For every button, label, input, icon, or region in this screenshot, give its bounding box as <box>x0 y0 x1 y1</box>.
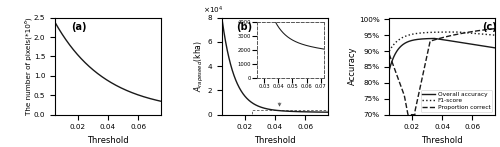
Overall accuracy <box>436 38 442 40</box>
Overall accuracy <box>473 44 479 46</box>
Y-axis label: The number of pixels(*10⁶): The number of pixels(*10⁶) <box>25 17 32 115</box>
Proportion correct <box>490 28 496 30</box>
Text: $\times10^4$: $\times10^4$ <box>203 5 224 16</box>
Overall accuracy <box>432 38 438 39</box>
Proportion correct <box>386 53 392 55</box>
F1-score <box>492 34 498 36</box>
Text: (a): (a) <box>71 22 86 32</box>
Line: Proportion correct: Proportion correct <box>389 29 495 115</box>
X-axis label: Threshold: Threshold <box>422 136 463 145</box>
Y-axis label: Accuracy: Accuracy <box>348 47 358 85</box>
F1-score <box>444 31 450 33</box>
Y-axis label: $A_{rapeseed}$(kha): $A_{rapeseed}$(kha) <box>194 40 206 92</box>
Line: Overall accuracy: Overall accuracy <box>389 39 495 70</box>
F1-score <box>454 31 460 33</box>
Overall accuracy <box>444 39 450 41</box>
F1-score <box>386 50 392 52</box>
Line: F1-score: F1-score <box>389 32 495 51</box>
Text: (b): (b) <box>236 22 252 32</box>
Overall accuracy <box>438 38 444 40</box>
Proportion correct <box>450 34 456 36</box>
F1-score <box>449 31 455 33</box>
Text: (c): (c) <box>482 22 497 32</box>
Proportion correct <box>473 30 479 32</box>
Overall accuracy <box>490 47 496 48</box>
Proportion correct <box>492 28 498 30</box>
F1-score <box>437 31 443 33</box>
Proportion correct <box>438 37 444 39</box>
Proportion correct <box>405 114 411 116</box>
F1-score <box>473 33 479 34</box>
Proportion correct <box>436 37 442 39</box>
Overall accuracy <box>450 40 456 42</box>
Bar <box>252 110 328 115</box>
F1-score <box>490 34 496 36</box>
Overall accuracy <box>386 69 392 71</box>
Overall accuracy <box>492 47 498 49</box>
Legend: Overall accuracy, F1-score, Proportion correct: Overall accuracy, F1-score, Proportion c… <box>420 90 492 112</box>
Proportion correct <box>444 36 450 37</box>
X-axis label: Threshold: Threshold <box>87 136 128 145</box>
F1-score <box>436 31 442 33</box>
X-axis label: Threshold: Threshold <box>254 136 296 145</box>
